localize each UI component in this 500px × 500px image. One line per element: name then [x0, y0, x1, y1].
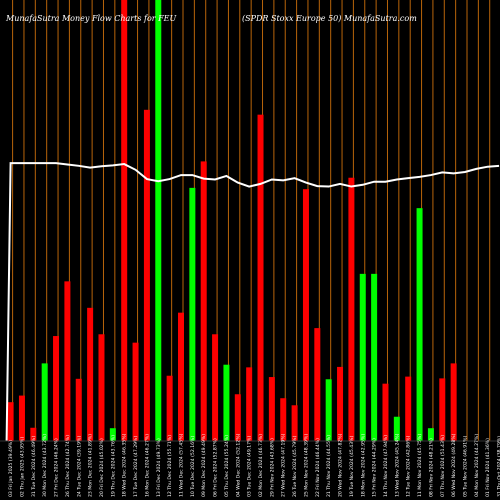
x-tick-label: 12 Tue Nov 2024 (42.86%) [406, 436, 412, 497]
x-tick-label: 11 Mon Nov 2024 (45.75%) [417, 434, 423, 497]
x-tick-label: 21 Thu Nov 2024 (44.55%) [326, 435, 332, 497]
bar [359, 273, 366, 441]
x-tick-label: 15 Fri Nov 2024 (44.29%) [372, 438, 378, 497]
chart-title-right: (SPDR Stoxx Europe 50) MunafaSutra.com [242, 14, 417, 23]
bar [405, 376, 412, 441]
x-tick-label: 23 Mon Dec 2024 (41.89%) [88, 434, 94, 497]
money-flow-line [5, 162, 500, 442]
x-tick-label: 22 Fri Nov 2024 (46.44%) [315, 438, 321, 497]
x-tick-label: 01 Fri Nov 2024 (41.36%) [485, 438, 491, 497]
bar [280, 398, 287, 441]
x-tick-label: 31 Thu Oct 2024 (38.79%) [497, 436, 500, 497]
bar [325, 379, 332, 441]
bar [450, 363, 457, 441]
bar [178, 312, 184, 441]
bar [314, 328, 321, 441]
bar [200, 161, 207, 441]
bar [291, 405, 298, 441]
bar [427, 428, 434, 441]
bar [189, 187, 196, 441]
bar [257, 114, 264, 441]
bar [416, 208, 423, 441]
x-tick-label: 25 Mon Nov 2024 (48.39%) [303, 434, 309, 497]
x-tick-label: 13 Wed Nov 2024 (45.24%) [394, 433, 400, 497]
bar [64, 281, 71, 441]
x-tick-label: 11 Wed Dec 2024 (57.45%) [179, 433, 185, 497]
x-tick-label: 30 Mon Dec 2024 (43.72%) [42, 434, 48, 497]
x-tick-label: 26 Thu Dec 2024 (42.74%) [65, 435, 71, 497]
x-tick-label: 17 Tue Dec 2024 (47.29%) [133, 436, 139, 497]
bar [223, 364, 230, 441]
bar [121, 0, 128, 441]
x-tick-label: 18 Wed Dec 2024 (46.35%) [122, 433, 128, 497]
bar [53, 336, 60, 441]
bar [41, 363, 48, 441]
x-tick-label: 10 Tue Dec 2024 (52.16%) [190, 436, 196, 497]
bar [439, 378, 446, 441]
x-tick-label: 08 Fri Nov 2024 (48.21%) [428, 438, 434, 497]
x-tick-label: 31 Tue Dec 2024 (46.49%) [31, 436, 37, 497]
bar [302, 189, 309, 441]
x-tick-label: 03 Fri Jan 2025 (39.49%) [8, 440, 14, 497]
chart-title-left: MunafaSutra Money Flow Charts for FEU [5, 14, 177, 23]
x-tick-label: 27 Wed Nov 2024 (47.19%) [281, 433, 287, 497]
x-tick-label: 04 Wed Dec 2024 (52.12%) [235, 433, 241, 497]
x-tick-label: 24 Tue Dec 2024 (39.19%) [76, 436, 82, 497]
x-tick-label: 20 Fri Dec 2024 (45.02%) [99, 438, 105, 497]
x-tick-label: 03 Tue Dec 2024 (49.17%) [247, 436, 253, 497]
x-tick-label: 26 Tue Nov 2024 (45.79%) [292, 436, 298, 497]
x-tick-label: 07 Thu Nov 2024 (51.43%) [440, 435, 446, 497]
bar [212, 334, 219, 441]
x-tick-label: 29 Fri Nov 2024 (43.68%) [269, 438, 275, 497]
x-tick-label: 06 Fri Dec 2024 (52.87%) [213, 438, 219, 497]
bar [98, 334, 105, 441]
x-tick-label: 09 Mon Dec 2024 (49.49%) [201, 434, 207, 497]
x-tick-label: 20 Wed Nov 2024 (47.82%) [338, 433, 344, 497]
bar [143, 109, 150, 442]
bar [18, 395, 25, 441]
bar [246, 367, 253, 441]
x-tick-label: 27 Fri Dec 2024 (46.24%) [54, 438, 60, 497]
bar [234, 394, 241, 441]
bar [7, 402, 14, 441]
bar [348, 177, 355, 441]
x-tick-label: 13 Fri Dec 2024 (49.73%) [156, 438, 162, 497]
x-tick-label: 12 Thu Dec 2024 (55.71%) [167, 435, 173, 497]
bar [87, 307, 94, 441]
bar [166, 375, 173, 441]
bar [30, 427, 37, 441]
bar [109, 428, 116, 441]
bar [371, 273, 378, 441]
bar [268, 377, 275, 441]
x-tick-label: 18 Mon Nov 2024 (42.95%) [360, 434, 366, 497]
x-tick-label: 02 Thu Jan 2025 (43.95%) [19, 437, 25, 497]
x-tick-label: 06 Wed Nov 2024 (49.28%) [451, 433, 457, 497]
x-tick-label: 05 Tue Nov 2024 (46.91%) [463, 436, 469, 497]
x-tick-label: 04 Mon Nov 2024 (44.27%) [474, 434, 480, 497]
bar [132, 342, 139, 441]
x-tick-label: 14 Thu Nov 2024 (47.94%) [383, 435, 389, 497]
bar [155, 0, 162, 441]
bar [337, 366, 344, 441]
bar [382, 383, 389, 441]
x-tick-label: 19 Tue Nov 2024 (45.43%) [349, 436, 355, 497]
x-tick-label: 16 Mon Dec 2024 (46.27%) [144, 434, 150, 497]
bar [75, 378, 82, 441]
x-tick-label: 05 Thu Dec 2024 (55.24%) [224, 435, 230, 497]
x-tick-label: 19 Thu Dec 2024 (43.76%) [110, 435, 116, 497]
bar-series [7, 0, 457, 442]
x-tick-labels: 03 Fri Jan 2025 (39.49%) 02 Thu Jan 2025 … [8, 433, 500, 497]
x-tick-label: 02 Mon Dec 2024 (46.73%) [258, 434, 264, 497]
bar [393, 416, 400, 441]
